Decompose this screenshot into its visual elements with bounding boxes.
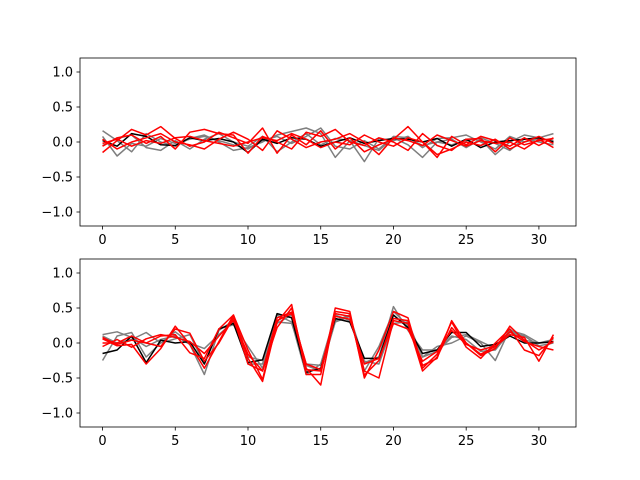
- x-tick-label: 25: [458, 233, 475, 248]
- series-group: [101, 303, 555, 386]
- series-line-5: [102, 307, 555, 386]
- y-tick-label: −1.0: [41, 407, 73, 422]
- x-tick-label: 25: [458, 434, 475, 449]
- x-tick-label: 30: [531, 434, 548, 449]
- series-line-6: [102, 130, 554, 156]
- y-tick-label: −0.5: [41, 171, 73, 186]
- x-tick-label: 0: [98, 434, 106, 449]
- y-tick-label: −1.0: [41, 206, 73, 221]
- x-tick-label: 10: [240, 233, 257, 248]
- y-tick-label: −0.5: [41, 372, 73, 387]
- top-line-chart: 0 5 10 15 20 25 30 −1.0 −0.5 0.0 0.5 1.0: [41, 57, 577, 248]
- y-tick-label: 0.5: [52, 302, 73, 317]
- y-tick-label: 1.0: [52, 66, 73, 81]
- series-line-7: [102, 132, 554, 159]
- x-tick-label: 0: [98, 233, 106, 248]
- y-tick-label: 0.0: [52, 337, 73, 352]
- bottom-line-chart: 0 5 10 15 20 25 30 −1.0 −0.5 0.0 0.5 1.0: [41, 258, 577, 449]
- y-tick-label: 0.0: [52, 136, 73, 151]
- series-line-7: [102, 311, 554, 372]
- x-tick-label: 10: [240, 434, 257, 449]
- y-tick-label: 0.5: [52, 101, 73, 116]
- x-tick-label: 30: [531, 233, 548, 248]
- x-tick-label: 5: [171, 434, 179, 449]
- series-group: [101, 125, 554, 163]
- x-tick-label: 15: [312, 434, 329, 449]
- x-tick-label: 20: [385, 434, 402, 449]
- x-tick-label: 5: [171, 233, 179, 248]
- y-tick-label: 1.0: [52, 267, 73, 282]
- x-tick-label: 15: [312, 233, 329, 248]
- x-tick-label: 20: [385, 233, 402, 248]
